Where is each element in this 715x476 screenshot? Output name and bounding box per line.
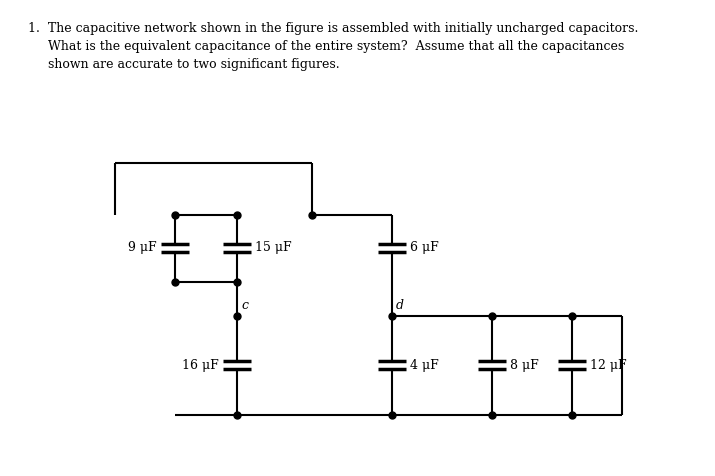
Text: c: c <box>241 299 248 312</box>
Text: What is the equivalent capacitance of the entire system?  Assume that all the ca: What is the equivalent capacitance of th… <box>28 40 624 53</box>
Text: 12 μF: 12 μF <box>590 358 626 371</box>
Text: 6 μF: 6 μF <box>410 241 439 255</box>
Text: 9 μF: 9 μF <box>129 241 157 255</box>
Text: 15 μF: 15 μF <box>255 241 292 255</box>
Text: 16 μF: 16 μF <box>182 358 219 371</box>
Text: 4 μF: 4 μF <box>410 358 439 371</box>
Text: shown are accurate to two significant figures.: shown are accurate to two significant fi… <box>28 58 340 71</box>
Text: 1.  The capacitive network shown in the figure is assembled with initially uncha: 1. The capacitive network shown in the f… <box>28 22 638 35</box>
Text: d: d <box>396 299 404 312</box>
Text: 8 μF: 8 μF <box>510 358 538 371</box>
